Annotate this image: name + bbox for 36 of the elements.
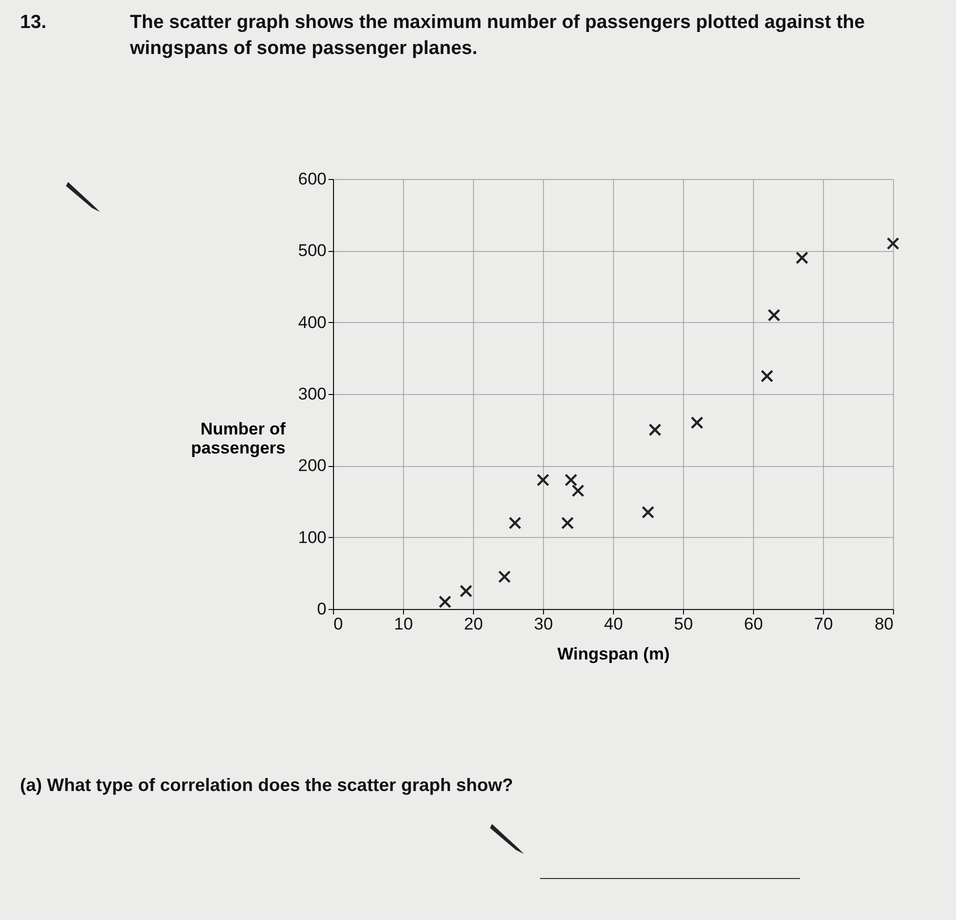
point <box>498 570 511 584</box>
x-tick-label: 0 <box>334 614 343 634</box>
y-tick-label: 400 <box>298 312 326 332</box>
point <box>796 251 808 264</box>
x-tick-label: 20 <box>464 614 483 634</box>
point <box>642 506 654 519</box>
text: 13. <box>20 11 46 35</box>
point <box>648 423 662 436</box>
x-tick-label: 60 <box>744 614 763 634</box>
chart-title: The scatter graph shows the maximum number of passengers plotted against the wingspans of some passenger planes. <box>130 11 866 61</box>
point <box>561 516 574 530</box>
y-axis-title: Number of passengers <box>191 420 286 458</box>
x-axis-title: Wingspan (m) <box>557 644 670 664</box>
text: (a) What type of correlation does the scatter graph show? <box>20 775 514 796</box>
point <box>768 308 780 322</box>
x-tick-label: 10 <box>394 614 413 634</box>
point <box>438 595 452 608</box>
point <box>460 584 472 598</box>
y-tick-label: 600 <box>298 170 326 188</box>
point <box>536 474 550 486</box>
point <box>690 416 704 430</box>
y-tick-label: 500 <box>298 241 326 260</box>
x-tick-label: 50 <box>674 614 693 634</box>
x-tick-label: 70 <box>814 614 833 634</box>
point <box>572 484 584 498</box>
x-tick-label: 30 <box>534 614 553 634</box>
point <box>760 370 774 382</box>
y-tick-label: 100 <box>298 528 326 547</box>
y-tick-label: 200 <box>298 456 326 476</box>
y-tick-label: 0 <box>317 600 326 618</box>
y-tick-label: 300 <box>298 384 326 404</box>
point <box>508 516 522 530</box>
x-tick-label: 80 <box>874 614 894 634</box>
point <box>564 474 578 486</box>
point <box>886 237 900 250</box>
x-tick-label: 40 <box>604 614 623 634</box>
